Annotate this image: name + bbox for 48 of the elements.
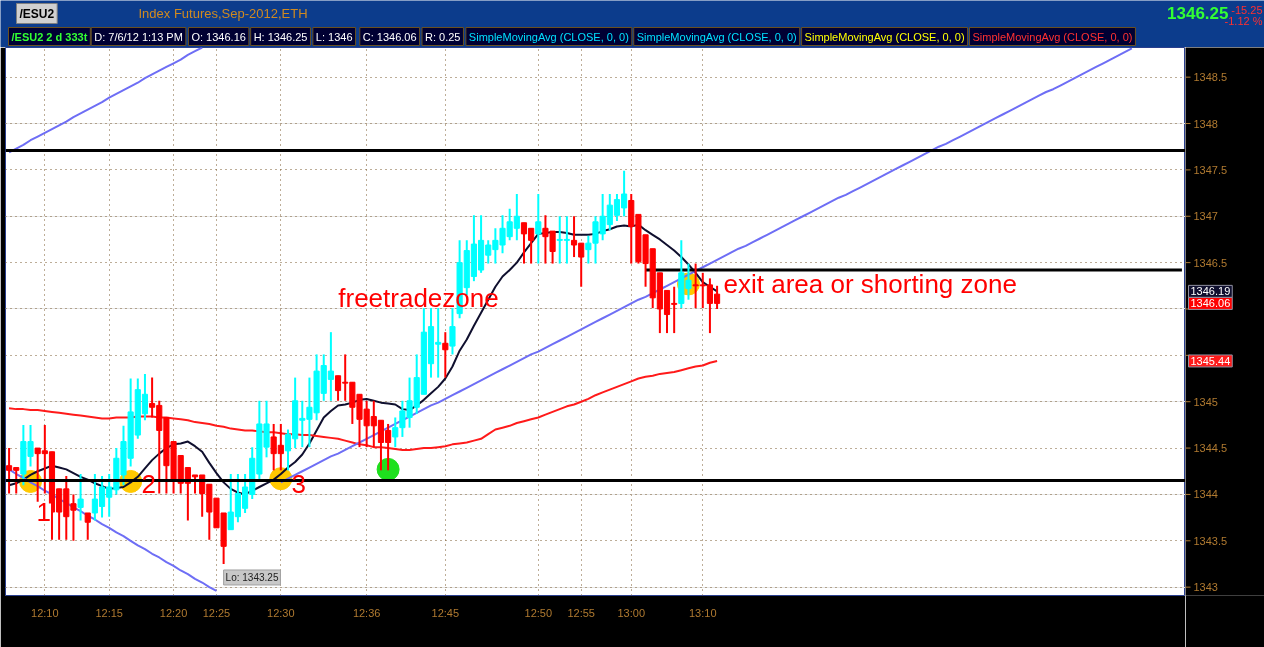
text: R: 0.25 bbox=[424, 30, 461, 43]
line-series bbox=[8, 47, 204, 154]
y-tick-label: 1343 bbox=[1193, 581, 1218, 594]
y-tick-label: 1347 bbox=[1193, 210, 1218, 223]
candlestick bbox=[449, 307, 456, 356]
text: C: 1346.06 bbox=[362, 30, 417, 43]
text: 1346.06 bbox=[1190, 297, 1231, 310]
candlestick bbox=[84, 511, 91, 541]
text: SimpleMovingAvg (CLOSE, 0, 0) bbox=[468, 30, 629, 43]
chart-subtitle: Index Futures,Sep-2012,ETH bbox=[138, 6, 308, 21]
y-tick-label: 1344.5 bbox=[1193, 442, 1228, 455]
y-tick-label: 1348 bbox=[1193, 117, 1218, 130]
text: SimpleMovingAvg (CLOSE, 0, 0) bbox=[972, 30, 1133, 43]
x-tick-label: 13:00 bbox=[617, 606, 646, 619]
text: H: 1346.25 bbox=[253, 30, 308, 43]
line-series bbox=[8, 359, 719, 451]
annotation: 1 bbox=[36, 497, 51, 528]
x-tick-label: 12:25 bbox=[202, 606, 231, 619]
chart-title: /ESU2 bbox=[19, 6, 55, 21]
x-tick-label: 12:45 bbox=[431, 606, 460, 619]
y-tick-label: 1343.5 bbox=[1193, 534, 1228, 547]
y-tick-label: 1348.5 bbox=[1193, 71, 1228, 84]
text: 1346.19 bbox=[1190, 285, 1231, 298]
x-tick-label: 12:20 bbox=[159, 606, 188, 619]
text: O: 1346.16 bbox=[191, 30, 246, 43]
candlestick bbox=[535, 193, 542, 265]
text: SimpleMovingAvg (CLOSE, 0, 0) bbox=[804, 30, 965, 43]
text: L: 1346 bbox=[315, 30, 353, 43]
y-tick-label: 1344 bbox=[1193, 488, 1218, 501]
y-tick-label: 1347.5 bbox=[1193, 163, 1228, 176]
text: 1345.44 bbox=[1190, 354, 1231, 367]
candlestick bbox=[77, 473, 84, 522]
candlestick bbox=[442, 331, 449, 379]
text: SimpleMovingAvg (CLOSE, 0, 0) bbox=[636, 30, 797, 43]
y-tick-label: 1345 bbox=[1193, 395, 1218, 408]
x-tick-label: 13:10 bbox=[689, 606, 717, 619]
text: Lo: 1343.25 bbox=[225, 571, 279, 583]
y-tick-label: 1346.5 bbox=[1193, 256, 1228, 269]
text: D: 7/6/12 1:13 PM bbox=[94, 30, 183, 43]
x-tick-label: 12:36 bbox=[352, 606, 381, 619]
x-tick-label: 12:55 bbox=[567, 606, 595, 619]
annotation: exit area or shorting zone bbox=[723, 268, 1017, 299]
x-tick-label: 12:15 bbox=[95, 606, 123, 619]
x-tick-label: 12:10 bbox=[31, 606, 59, 619]
x-tick-label: 12:50 bbox=[524, 606, 553, 619]
text: -15.25 bbox=[1231, 3, 1263, 16]
x-tick-label: 12:30 bbox=[267, 606, 295, 619]
text: /ESU2 2 d 333t bbox=[11, 30, 88, 43]
